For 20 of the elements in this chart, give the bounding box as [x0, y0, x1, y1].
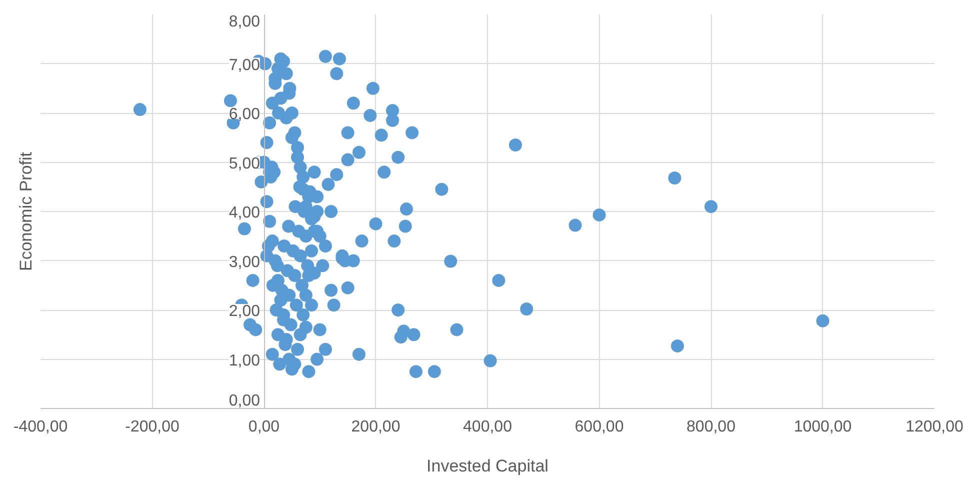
x-tick-label: 0,00: [248, 418, 280, 436]
x-tick-label: 1200,00: [906, 418, 964, 436]
y-tick-label: 4,00: [228, 204, 260, 222]
y-tick-label: 2,00: [228, 303, 260, 320]
y-tick-label: 6,00: [228, 106, 260, 123]
y-tick-label: 7,00: [228, 56, 260, 74]
x-tick-label: -400,00: [13, 418, 68, 436]
y-tick-label: 5,00: [228, 155, 260, 172]
y-axis-title: Economic Profit: [16, 152, 36, 272]
y-tick-label: 8,00: [228, 14, 260, 30]
x-tick-label: 400,00: [463, 418, 512, 436]
x-tick-label: 1000,00: [794, 418, 852, 436]
x-tick-label: 600,00: [574, 418, 624, 436]
x-tick-label: 800,00: [686, 418, 736, 436]
x-tick-label: 200,00: [351, 418, 400, 436]
x-axis-title: Invested Capital: [426, 456, 548, 476]
y-tick-label: 3,00: [228, 254, 260, 271]
y-tick-label: 1,00: [228, 352, 260, 370]
y-tick-label: 0,00: [228, 392, 260, 410]
x-tick-label: -200,00: [125, 418, 180, 436]
